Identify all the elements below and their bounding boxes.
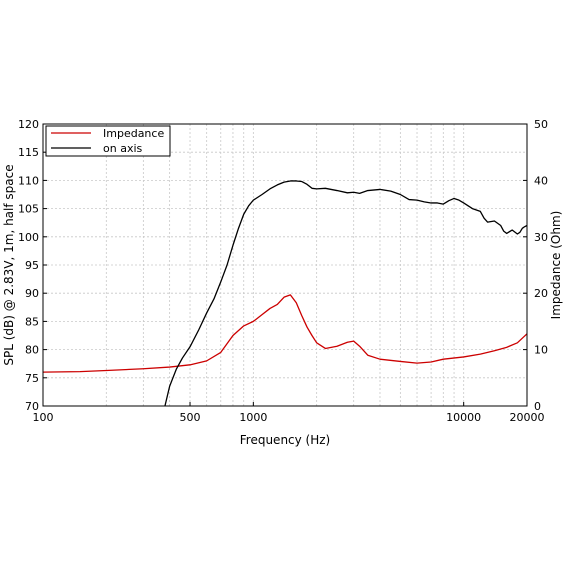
y2-tick-label: 30	[534, 231, 548, 244]
series-line-impedance	[42, 294, 528, 373]
x-axis-title: Frequency (Hz)	[240, 433, 331, 447]
grid	[43, 124, 527, 406]
y2-tick-label: 0	[534, 400, 541, 413]
y-tick-label: 85	[25, 315, 39, 328]
y-tick-label: 75	[25, 372, 39, 385]
legend: Impedance on axis	[45, 125, 171, 157]
y-tick-label: 110	[18, 174, 39, 187]
y2-axis-title: Impedance (Ohm)	[549, 211, 563, 320]
legend-label-impedance: Impedance	[103, 127, 164, 140]
y-tick-label: 100	[18, 231, 39, 244]
y2-tick-label: 40	[534, 174, 548, 187]
series-lines	[42, 180, 528, 407]
axes: 70 75 80 85 90 95 100 105 110 115 120 0 10 20 30 40 50 10…	[18, 118, 548, 424]
y2-tick-label: 50	[534, 118, 548, 131]
legend-label-on-axis: on axis	[103, 142, 143, 155]
x-tick-label: 100	[33, 411, 54, 424]
series-line-on-axis	[164, 180, 528, 407]
y-tick-label: 105	[18, 203, 39, 216]
y-tick-label: 95	[25, 259, 39, 272]
y-tick-label: 90	[25, 287, 39, 300]
x-tick-label: 1000	[239, 411, 267, 424]
y-tick-label: 115	[18, 146, 39, 159]
y-tick-label: 70	[25, 400, 39, 413]
x-tick-label: 20000	[510, 411, 545, 424]
legend-box	[45, 125, 171, 157]
y2-tick-label: 10	[534, 344, 548, 357]
y2-tick-label: 20	[534, 287, 548, 300]
y-axis-title: SPL (dB) @ 2.83V, 1m, half space	[2, 164, 16, 365]
x-tick-label: 500	[180, 411, 201, 424]
y-tick-label: 80	[25, 344, 39, 357]
x-tick-label: 10000	[446, 411, 481, 424]
y-tick-label: 120	[18, 118, 39, 131]
